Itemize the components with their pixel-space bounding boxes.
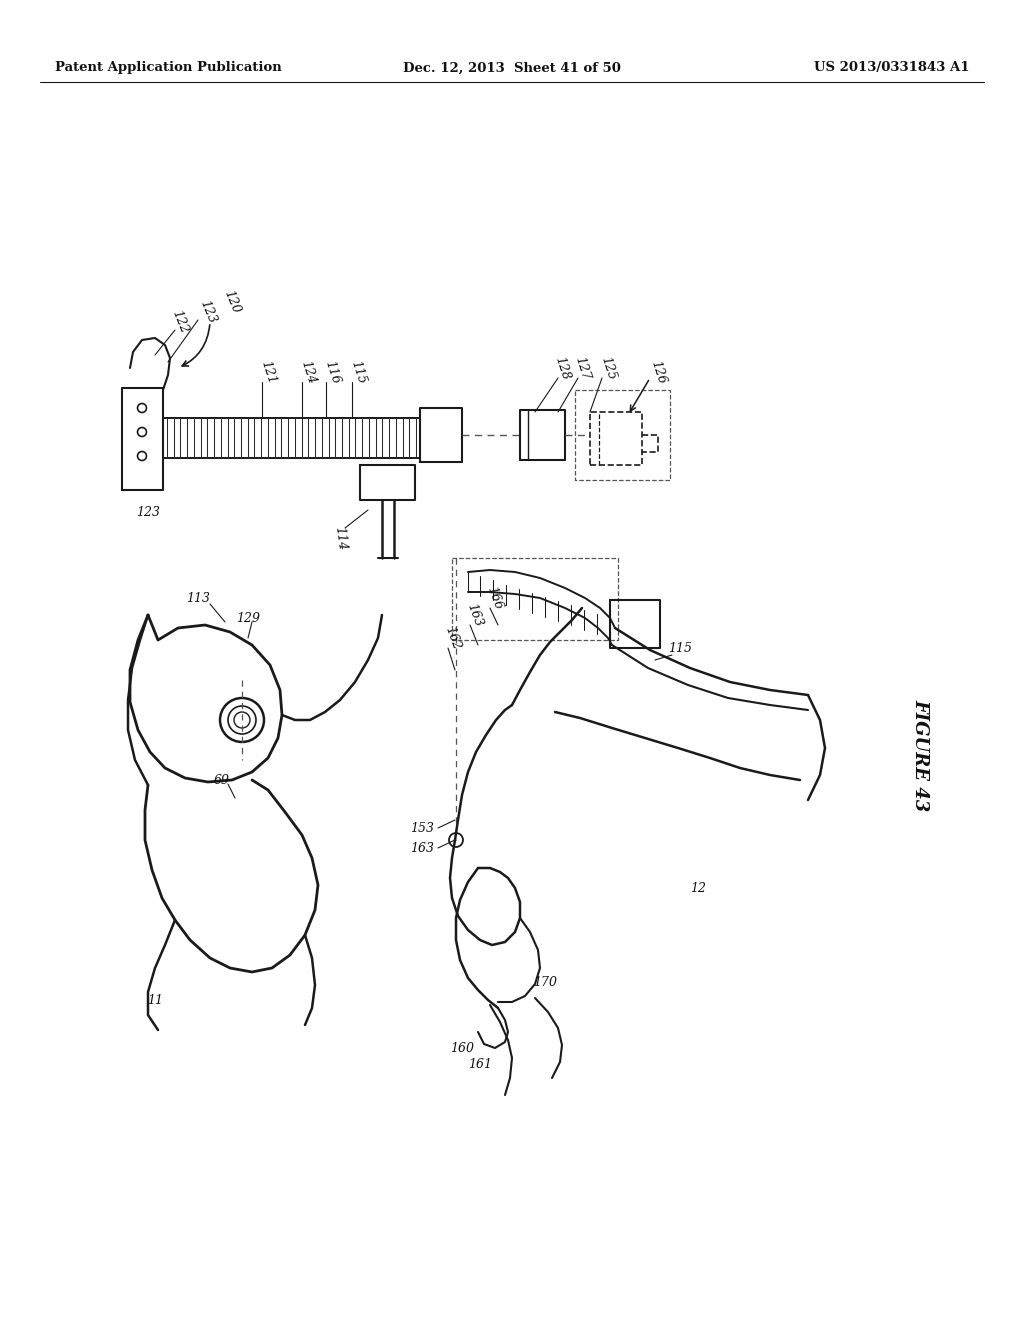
Text: 123: 123 bbox=[136, 506, 160, 519]
Text: 120: 120 bbox=[221, 289, 243, 315]
Text: 124: 124 bbox=[298, 359, 317, 385]
Text: 127: 127 bbox=[572, 355, 592, 381]
Text: Dec. 12, 2013  Sheet 41 of 50: Dec. 12, 2013 Sheet 41 of 50 bbox=[403, 62, 621, 74]
Text: 128: 128 bbox=[552, 355, 571, 381]
Text: 122: 122 bbox=[170, 309, 190, 335]
Text: 115: 115 bbox=[668, 642, 692, 655]
Text: 69: 69 bbox=[214, 774, 230, 787]
Text: Patent Application Publication: Patent Application Publication bbox=[55, 62, 282, 74]
Text: 113: 113 bbox=[186, 591, 210, 605]
Text: 161: 161 bbox=[468, 1059, 492, 1072]
Text: 12: 12 bbox=[690, 882, 706, 895]
Text: 11: 11 bbox=[147, 994, 163, 1006]
Text: 121: 121 bbox=[258, 359, 278, 385]
Text: 126: 126 bbox=[648, 359, 668, 385]
Text: 115: 115 bbox=[348, 359, 368, 385]
Text: 162: 162 bbox=[442, 624, 463, 652]
Text: 116: 116 bbox=[323, 359, 342, 385]
Text: 160: 160 bbox=[450, 1041, 474, 1055]
Text: 163: 163 bbox=[465, 602, 485, 628]
Text: 125: 125 bbox=[598, 355, 617, 381]
Text: 129: 129 bbox=[236, 611, 260, 624]
Text: 163: 163 bbox=[410, 842, 434, 854]
Text: FIGURE 43: FIGURE 43 bbox=[911, 698, 929, 810]
Text: 114: 114 bbox=[332, 525, 348, 550]
Text: 153: 153 bbox=[410, 821, 434, 834]
Text: 166: 166 bbox=[484, 585, 505, 611]
Text: US 2013/0331843 A1: US 2013/0331843 A1 bbox=[814, 62, 970, 74]
Text: 170: 170 bbox=[534, 975, 557, 989]
Text: 123: 123 bbox=[198, 298, 218, 326]
